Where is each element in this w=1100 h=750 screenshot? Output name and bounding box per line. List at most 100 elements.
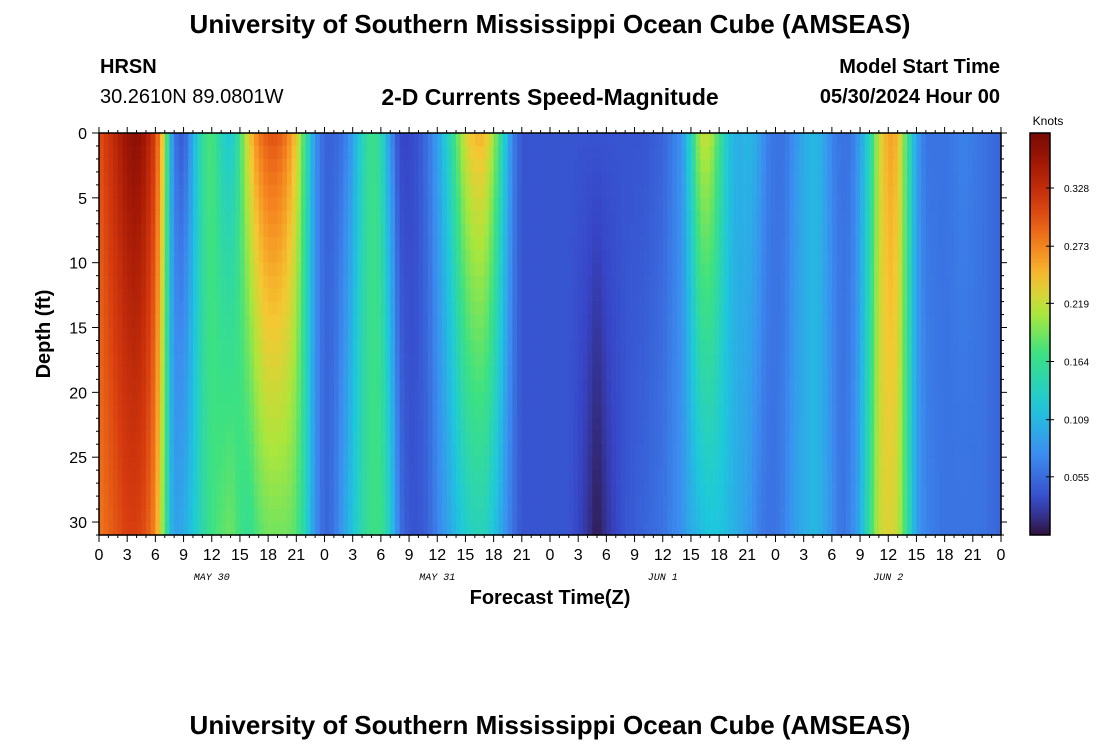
heatmap-cell xyxy=(399,431,405,445)
heatmap-cell xyxy=(117,275,124,290)
heatmap-cell xyxy=(183,236,189,251)
heatmap-cell xyxy=(484,522,490,536)
heatmap-cell xyxy=(366,509,373,523)
heatmap-cell xyxy=(169,379,175,393)
heatmap-cell xyxy=(239,470,246,484)
heatmap-cell xyxy=(789,249,795,264)
heatmap-cell xyxy=(160,236,166,251)
heatmap-cell xyxy=(174,171,180,186)
heatmap-cell xyxy=(385,496,391,510)
heatmap-cell xyxy=(441,470,448,484)
heatmap-cell xyxy=(831,353,838,368)
heatmap-cell xyxy=(535,379,542,393)
heatmap-cell xyxy=(145,301,152,316)
heatmap-cell xyxy=(639,184,645,199)
heatmap-cell xyxy=(559,392,565,406)
heatmap-cell xyxy=(850,262,856,277)
heatmap-cell xyxy=(117,431,124,445)
heatmap-cell xyxy=(817,483,824,497)
heatmap-cell xyxy=(470,418,476,432)
heatmap-cell xyxy=(197,379,203,393)
heatmap-cell xyxy=(362,275,368,290)
heatmap-cell xyxy=(470,444,476,458)
heatmap-cell xyxy=(394,145,401,160)
heatmap-cell xyxy=(719,288,725,303)
heatmap-cell xyxy=(169,314,175,329)
heatmap-cell xyxy=(827,275,833,290)
heatmap-cell xyxy=(225,366,232,380)
heatmap-cell xyxy=(456,392,462,406)
heatmap-cell xyxy=(258,171,265,186)
heatmap-cell xyxy=(188,470,194,484)
heatmap-cell xyxy=(625,431,631,445)
heatmap-cell xyxy=(470,405,476,419)
heatmap-cell xyxy=(207,145,213,160)
heatmap-cell xyxy=(672,223,678,238)
heatmap-cell xyxy=(766,158,772,173)
heatmap-cell xyxy=(244,483,250,497)
heatmap-cell xyxy=(658,496,664,510)
heatmap-cell xyxy=(822,314,828,329)
heatmap-cell xyxy=(662,158,669,173)
heatmap-cell xyxy=(822,470,828,484)
heatmap-cell xyxy=(714,210,720,225)
heatmap-cell xyxy=(160,470,166,484)
heatmap-cell xyxy=(573,249,579,264)
heatmap-cell xyxy=(564,133,570,147)
heatmap-cell xyxy=(695,418,701,432)
heatmap-cell xyxy=(484,405,490,419)
heatmap-cell xyxy=(582,340,589,355)
heatmap-cell xyxy=(272,158,279,173)
heatmap-cell xyxy=(150,522,156,536)
heatmap-cell xyxy=(709,457,716,471)
heatmap-cell xyxy=(362,418,368,432)
heatmap-cell xyxy=(296,379,302,393)
heatmap-cell xyxy=(291,470,297,484)
heatmap-cell xyxy=(540,405,546,419)
heatmap-cell xyxy=(207,236,213,251)
heatmap-cell xyxy=(211,327,218,342)
heatmap-cell xyxy=(160,288,166,303)
heatmap-cell xyxy=(254,418,260,432)
heatmap-cell xyxy=(780,392,786,406)
heatmap-cell xyxy=(784,301,791,316)
heatmap-cell xyxy=(554,197,560,212)
heatmap-cell xyxy=(141,197,147,212)
heatmap-cell xyxy=(582,509,589,523)
heatmap-cell xyxy=(286,509,293,523)
heatmap-cell xyxy=(127,133,133,147)
heatmap-cell xyxy=(249,431,255,445)
heatmap-cell xyxy=(672,314,678,329)
heatmap-cell xyxy=(343,327,349,342)
heatmap-cell xyxy=(122,171,128,186)
heatmap-cell xyxy=(343,210,349,225)
heatmap-cell xyxy=(470,288,476,303)
heatmap-cell xyxy=(470,431,476,445)
heatmap-cell xyxy=(850,314,856,329)
heatmap-cell xyxy=(117,392,124,406)
heatmap-cell xyxy=(493,509,499,523)
heatmap-cell xyxy=(404,418,410,432)
heatmap-cell xyxy=(662,249,669,264)
heatmap-cell xyxy=(653,457,659,471)
heatmap-cell xyxy=(766,171,772,186)
heatmap-cell xyxy=(174,197,180,212)
heatmap-cell xyxy=(813,197,819,212)
heatmap-cell xyxy=(319,418,326,432)
heatmap-cell xyxy=(249,184,255,199)
heatmap-cell xyxy=(686,288,692,303)
heatmap-cell xyxy=(705,288,711,303)
heatmap-cell xyxy=(695,301,701,316)
heatmap-cell xyxy=(780,210,786,225)
heatmap-cell xyxy=(789,509,795,523)
heatmap-cell xyxy=(207,262,213,277)
heatmap-cell xyxy=(221,431,227,445)
heatmap-cell xyxy=(305,288,312,303)
heatmap-cell xyxy=(221,379,227,393)
heatmap-cell xyxy=(362,314,368,329)
heatmap-cell xyxy=(521,210,528,225)
heatmap-cell xyxy=(681,197,687,212)
heatmap-cell xyxy=(432,444,438,458)
heatmap-cell xyxy=(380,392,387,406)
heatmap-cell xyxy=(183,457,189,471)
